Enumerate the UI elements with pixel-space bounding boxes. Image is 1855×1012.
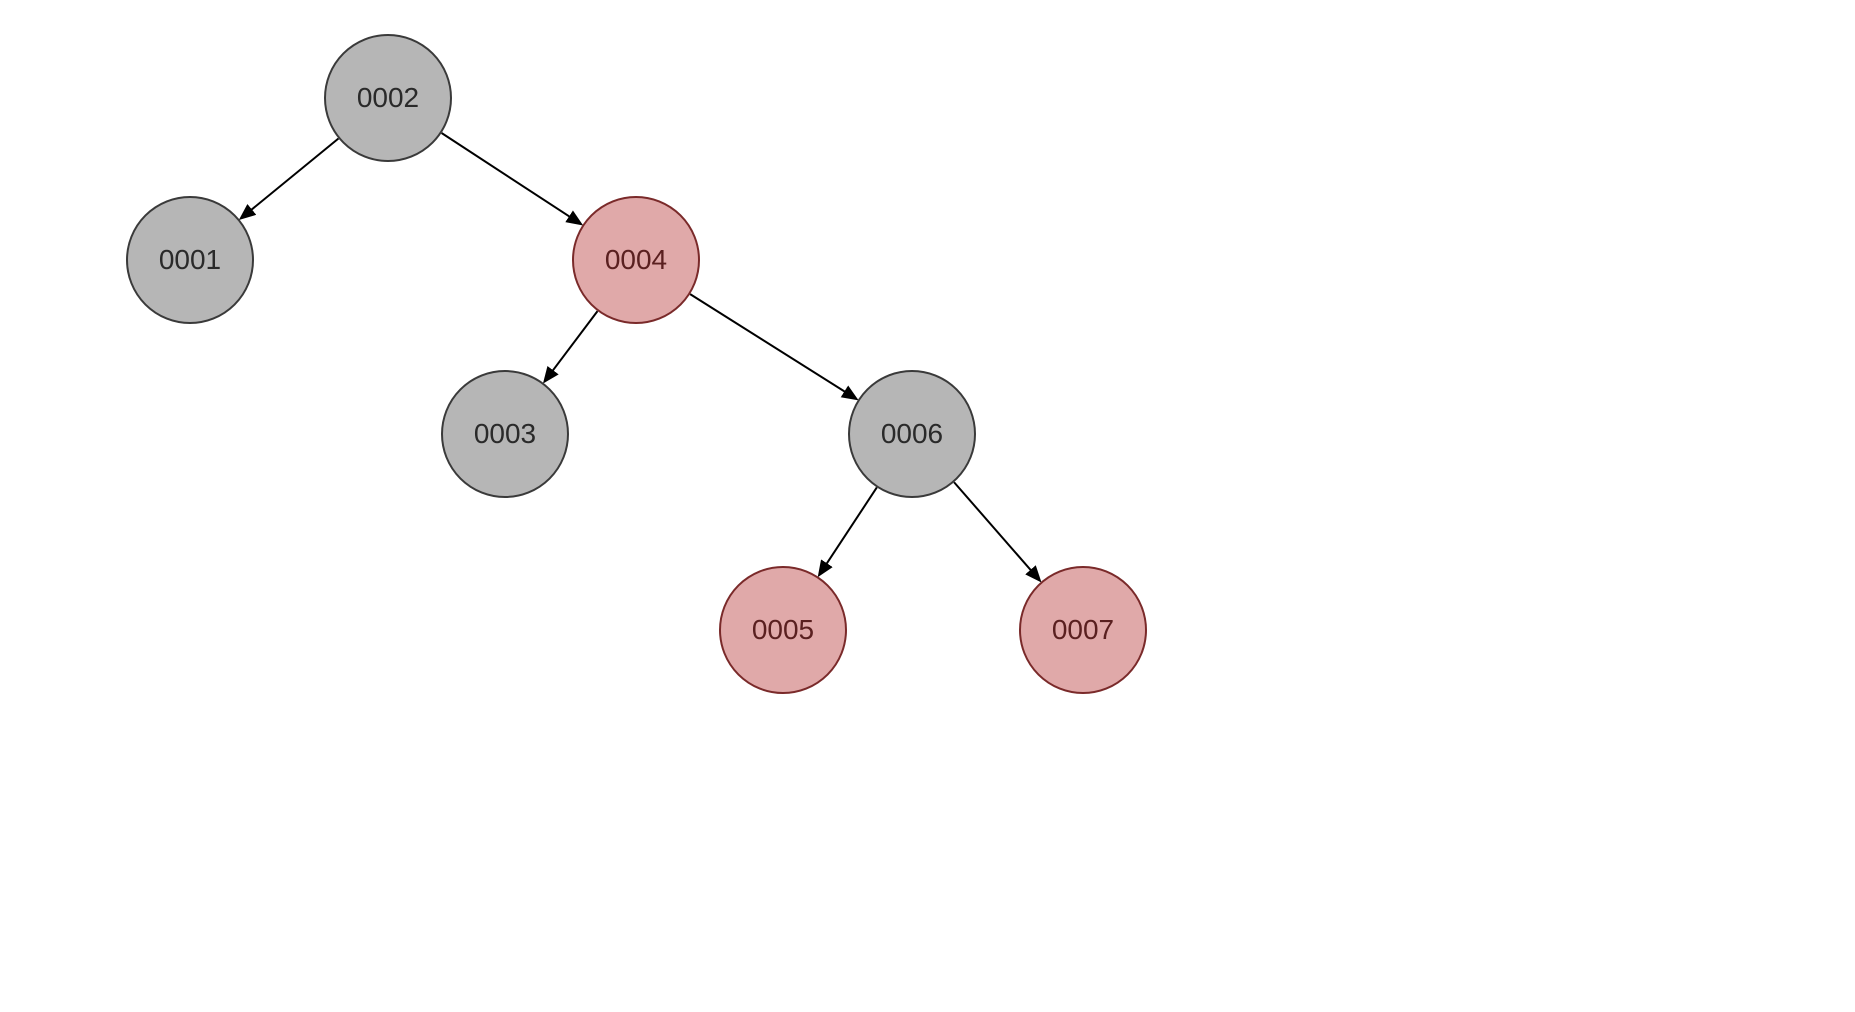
node-label-0006: 0006 (881, 418, 943, 450)
node-0006: 0006 (848, 370, 976, 498)
node-label-0007: 0007 (1052, 614, 1114, 646)
node-0005: 0005 (719, 566, 847, 694)
node-label-0003: 0003 (474, 418, 536, 450)
node-0004: 0004 (572, 196, 700, 324)
node-label-0005: 0005 (752, 614, 814, 646)
node-0003: 0003 (441, 370, 569, 498)
edge-0006-0007 (954, 482, 1038, 579)
edges-layer (0, 0, 1855, 1012)
node-label-0002: 0002 (357, 82, 419, 114)
edge-0004-0006 (690, 294, 854, 398)
node-label-0004: 0004 (605, 244, 667, 276)
tree-diagram: 0002 0001 0004 0003 0006 0005 0007 (0, 0, 1855, 1012)
node-0002: 0002 (324, 34, 452, 162)
edge-0002-0004 (442, 133, 579, 223)
node-label-0001: 0001 (159, 244, 221, 276)
node-0007: 0007 (1019, 566, 1147, 694)
edge-0002-0001 (243, 139, 339, 217)
edge-0006-0005 (820, 487, 876, 573)
node-0001: 0001 (126, 196, 254, 324)
edge-0004-0003 (546, 311, 598, 380)
